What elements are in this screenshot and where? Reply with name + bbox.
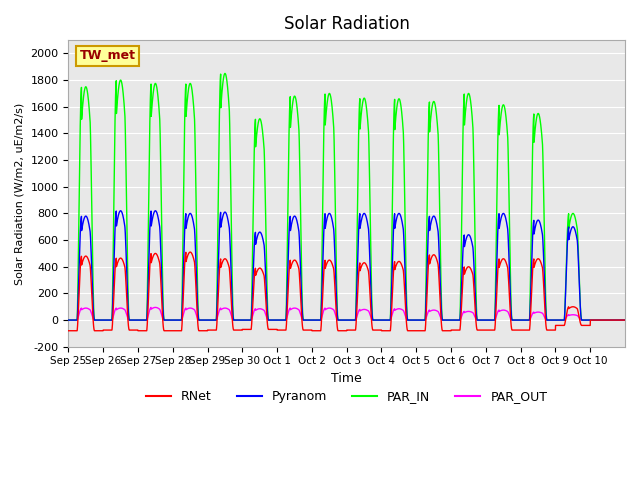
Title: Solar Radiation: Solar Radiation xyxy=(284,15,410,33)
Legend: RNet, Pyranom, PAR_IN, PAR_OUT: RNet, Pyranom, PAR_IN, PAR_OUT xyxy=(141,385,552,408)
Text: TW_met: TW_met xyxy=(79,49,136,62)
X-axis label: Time: Time xyxy=(332,372,362,385)
Y-axis label: Solar Radiation (W/m2, uE/m2/s): Solar Radiation (W/m2, uE/m2/s) xyxy=(15,102,25,285)
